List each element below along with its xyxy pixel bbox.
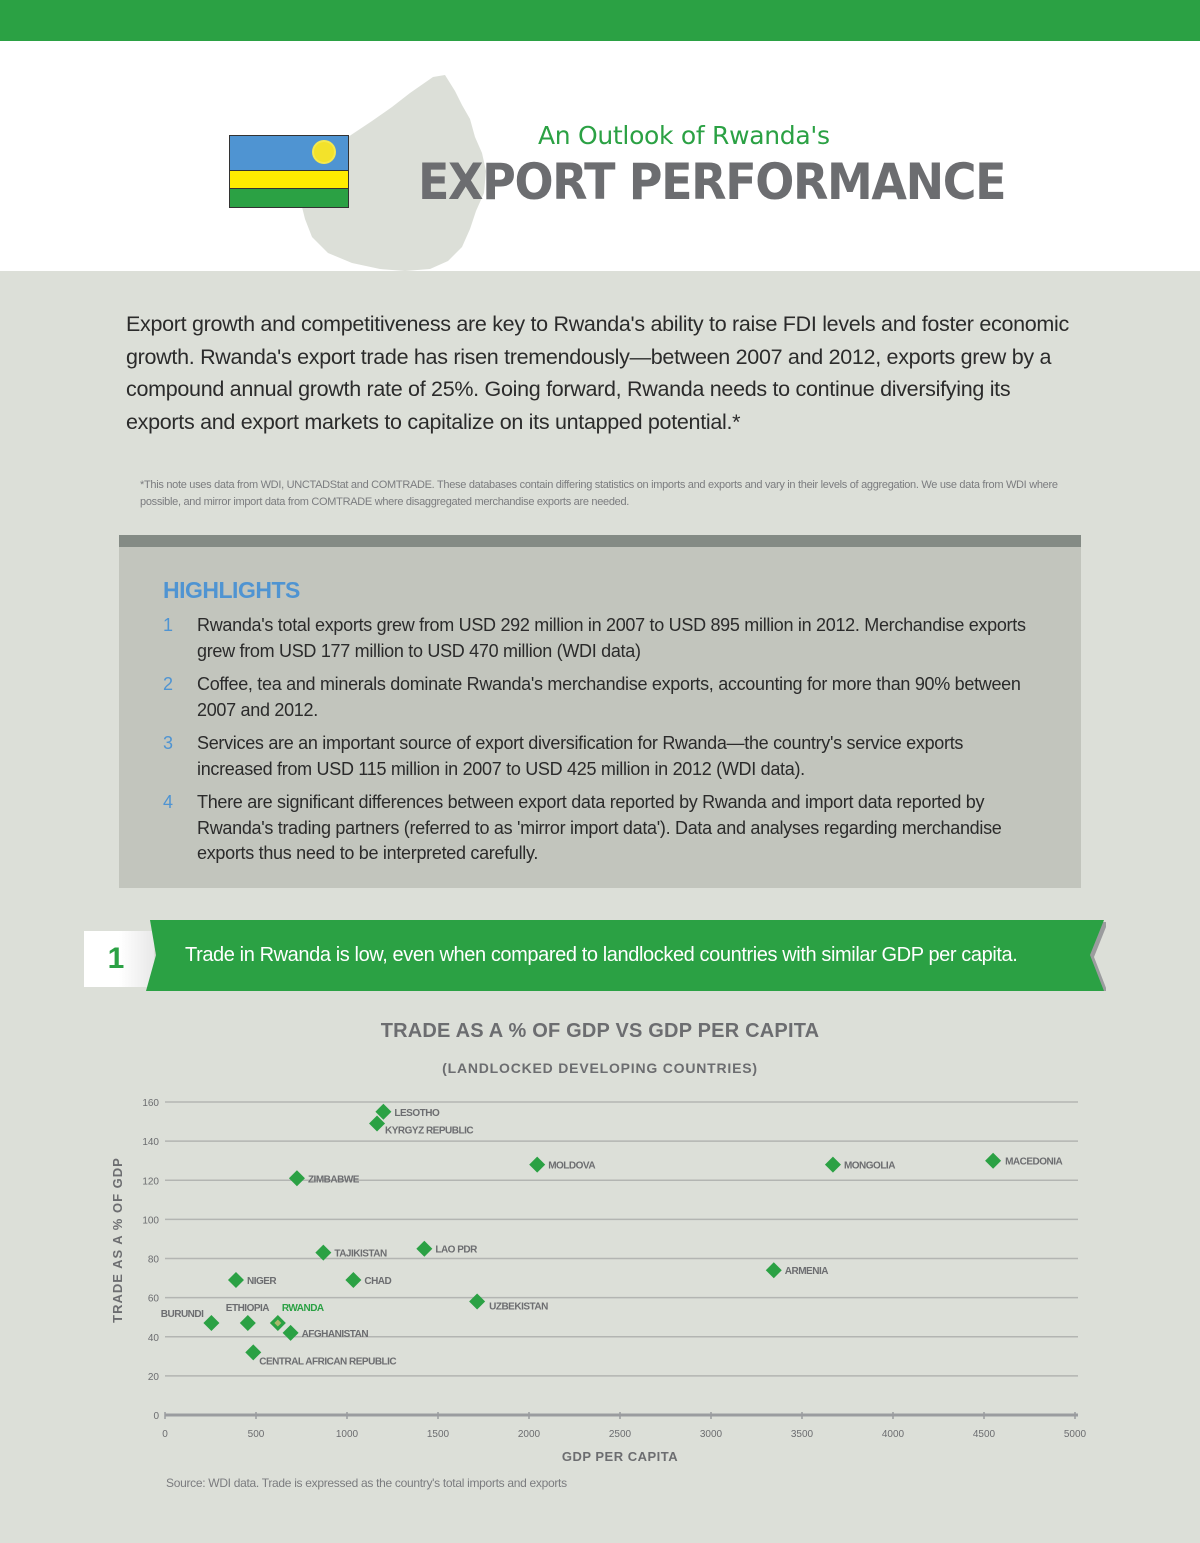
data-point-marker <box>824 1156 841 1173</box>
top-green-bar <box>0 0 1200 41</box>
highlight-text: Services are an important source of expo… <box>197 733 964 779</box>
x-tick-label: 500 <box>248 1429 265 1440</box>
section-banner-text: Trade in Rwanda is low, even when compar… <box>185 944 1018 966</box>
highlight-item: 4 There are significant differences betw… <box>163 790 1043 867</box>
data-point-label: RWANDA <box>282 1303 324 1314</box>
y-tick-label: 80 <box>148 1255 160 1266</box>
section-banner <box>146 920 1106 991</box>
page-subtitle: An Outlook of Rwanda's <box>538 121 830 150</box>
data-point-marker <box>469 1293 486 1310</box>
data-point-label: MOLDOVA <box>548 1161 595 1172</box>
data-point-marker <box>985 1152 1002 1169</box>
data-point-label: MONGOLIA <box>844 1161 895 1172</box>
x-axis-label: GDP PER CAPITA <box>562 1449 678 1464</box>
y-tick-label: 160 <box>142 1098 159 1109</box>
highlight-number: 2 <box>163 674 173 694</box>
y-tick-label: 140 <box>142 1137 159 1148</box>
x-tick-label: 2500 <box>609 1429 632 1440</box>
highlight-marker-core <box>274 1319 282 1327</box>
x-tick-label: 3000 <box>700 1429 723 1440</box>
rwanda-flag-icon <box>229 135 349 208</box>
x-tick-label: 3500 <box>791 1429 814 1440</box>
x-tick-label: 0 <box>162 1429 168 1440</box>
highlights-list: 1 Rwanda's total exports grew from USD 2… <box>163 613 1043 875</box>
highlight-number: 4 <box>163 792 173 812</box>
data-point-marker <box>375 1103 392 1120</box>
data-point-marker <box>416 1240 433 1257</box>
data-point-label: AFGHANISTAN <box>302 1329 369 1340</box>
y-tick-label: 20 <box>148 1372 160 1383</box>
header <box>0 41 1200 271</box>
data-point-label: BURUNDI <box>161 1309 204 1320</box>
data-point-label: LESOTHO <box>394 1108 440 1119</box>
highlight-number: 1 <box>163 615 173 635</box>
y-tick-label: 40 <box>148 1333 160 1344</box>
chart-title: TRADE AS A % OF GDP VS GDP PER CAPITA <box>380 1020 820 1042</box>
data-point-marker <box>282 1324 299 1341</box>
data-point-label: ARMENIA <box>785 1266 828 1277</box>
data-point-label: NIGER <box>247 1276 277 1287</box>
rwanda-map-silhouette <box>300 75 486 271</box>
data-point-label: MACEDONIA <box>1005 1157 1062 1168</box>
x-tick-label: 4500 <box>973 1429 996 1440</box>
section-number: 1 <box>107 942 125 975</box>
x-tick-label: 1500 <box>427 1429 450 1440</box>
highlights-title: HIGHLIGHTS <box>163 577 300 603</box>
data-point-marker <box>315 1244 332 1261</box>
y-tick-label: 120 <box>142 1176 159 1187</box>
page-title: EXPORT PERFORMANCE <box>418 153 1007 211</box>
highlight-item: 3 Services are an important source of ex… <box>163 731 1043 782</box>
data-point-label: ZIMBABWE <box>308 1174 360 1185</box>
data-point-marker <box>288 1170 305 1187</box>
data-point-marker <box>245 1344 262 1361</box>
chart-source: Source: WDI data. Trade is expressed as … <box>166 1476 567 1490</box>
data-point-marker <box>345 1272 362 1289</box>
x-tick-label: 1000 <box>336 1429 359 1440</box>
x-tick-label: 4000 <box>882 1429 905 1440</box>
highlight-text: Rwanda's total exports grew from USD 292… <box>197 615 1026 661</box>
data-point-marker <box>529 1156 546 1173</box>
data-point-label: CHAD <box>364 1276 391 1287</box>
y-tick-label: 100 <box>142 1215 159 1226</box>
data-point-marker <box>369 1115 386 1132</box>
data-point-label: TAJIKISTAN <box>334 1249 387 1260</box>
footnote: *This note uses data from WDI, UNCTADSta… <box>140 479 1058 508</box>
y-axis-label: TRADE AS A % OF GDP <box>110 1157 125 1323</box>
data-point-label: UZBEKISTAN <box>489 1302 548 1313</box>
x-tick-label: 2000 <box>518 1429 541 1440</box>
highlight-item: 1 Rwanda's total exports grew from USD 2… <box>163 613 1043 664</box>
data-point-marker <box>239 1315 256 1332</box>
y-tick-label: 0 <box>153 1411 159 1422</box>
highlight-text: Coffee, tea and minerals dominate Rwanda… <box>197 674 1021 720</box>
data-point-marker <box>227 1272 244 1289</box>
data-point-label: ETHIOPIA <box>226 1303 270 1314</box>
intro-paragraph: Export growth and competitiveness are ke… <box>126 312 1069 434</box>
x-tick-label: 5000 <box>1064 1429 1087 1440</box>
highlights-box: HIGHLIGHTS 1 Rwanda's total exports grew… <box>119 535 1081 888</box>
highlight-number: 3 <box>163 733 173 753</box>
y-tick-label: 60 <box>148 1294 160 1305</box>
data-point-label: CENTRAL AFRICAN REPUBLIC <box>259 1356 396 1367</box>
highlights-top-bar <box>119 535 1081 547</box>
data-point-marker <box>203 1315 220 1332</box>
highlight-item: 2 Coffee, tea and minerals dominate Rwan… <box>163 672 1043 723</box>
chart-subtitle: (LANDLOCKED DEVELOPING COUNTRIES) <box>442 1060 758 1076</box>
data-point-label: LAO PDR <box>435 1245 478 1256</box>
data-point-label: KYRGYZ REPUBLIC <box>385 1126 473 1137</box>
data-point-marker <box>765 1262 782 1279</box>
highlight-text: There are significant differences betwee… <box>197 792 1002 863</box>
section-number-box: 1 <box>84 931 154 987</box>
